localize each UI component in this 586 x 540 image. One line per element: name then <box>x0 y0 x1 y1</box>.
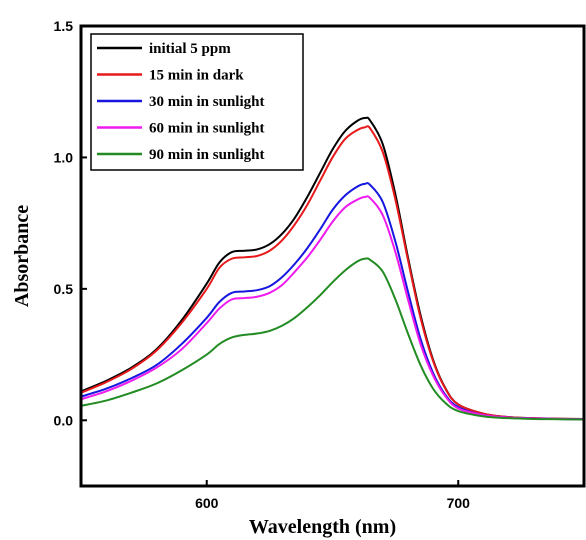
series-line-3 <box>81 195 584 421</box>
legend: initial 5 ppm 15 min in dark 30 min in sun… <box>90 33 304 171</box>
series-line-2 <box>81 182 584 421</box>
legend-label: 30 min in sunlight <box>149 94 264 110</box>
series-line-4 <box>81 257 584 421</box>
y-tick-label: 0.5 <box>54 281 74 297</box>
legend-label: 15 min in dark <box>149 68 244 84</box>
x-axis-ticks: 600 700 <box>195 480 470 511</box>
plot-frame <box>79 24 586 488</box>
y-tick-label: 1.5 <box>54 18 74 34</box>
y-tick-label: 0.0 <box>54 412 74 428</box>
y-axis-title: Absorbance <box>11 205 33 307</box>
x-tick-label: 600 <box>195 495 219 511</box>
x-axis-title: Wavelength (nm) <box>249 516 396 538</box>
legend-label: initial 5 ppm <box>149 41 231 57</box>
legend-label: 60 min in sunlight <box>149 121 264 137</box>
y-axis-ticks: 0.0 0.5 1.0 1.5 <box>54 18 87 428</box>
y-tick-label: 1.0 <box>54 149 74 165</box>
legend-label: 90 min in sunlight <box>149 147 264 163</box>
series-line-1 <box>81 125 584 420</box>
x-tick-label: 700 <box>447 495 471 511</box>
series-curves <box>81 116 584 421</box>
